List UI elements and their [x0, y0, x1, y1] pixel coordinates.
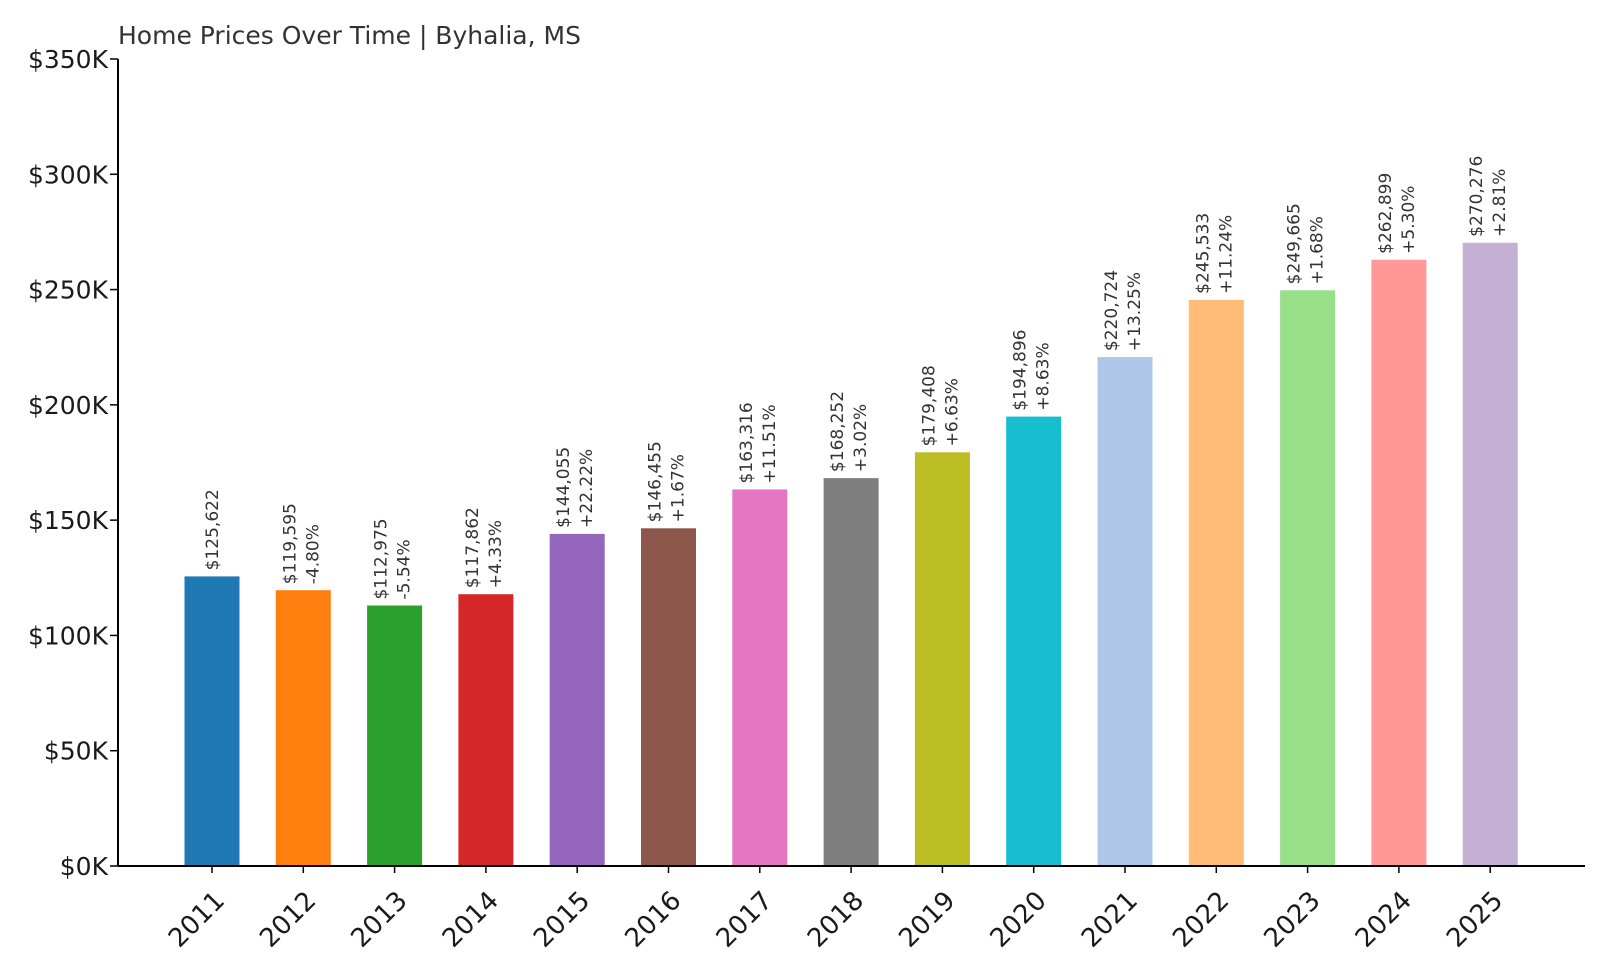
bar-2021 — [1097, 357, 1153, 866]
bar-2011 — [184, 576, 240, 866]
bar-2012 — [275, 590, 331, 866]
change-label-2021: +13.25% — [1125, 272, 1145, 351]
change-label-2023: +1.68% — [1308, 216, 1328, 284]
x-tick-label-2012: 2012 — [254, 886, 322, 954]
y-tick-label: $350K — [28, 45, 109, 74]
change-label-2017: +11.51% — [760, 404, 780, 483]
bars-group — [184, 242, 1518, 867]
bar-2020 — [1006, 416, 1062, 866]
y-tick-label: $250K — [28, 276, 109, 305]
value-label-2024: $262,899 — [1376, 173, 1396, 254]
bar-2017 — [732, 489, 788, 866]
bar-2015 — [549, 533, 605, 866]
bar-2023 — [1280, 290, 1336, 866]
x-tick-label-2022: 2022 — [1167, 886, 1235, 954]
change-label-2018: +3.02% — [851, 404, 871, 472]
value-label-2015: $144,055 — [554, 447, 574, 528]
value-label-2021: $220,724 — [1102, 270, 1122, 351]
y-tick-label: $0K — [60, 852, 109, 881]
data-labels-group: $125,622 $119,595 -4.80% $112,975 -5.54% $117… — [203, 156, 1510, 600]
x-tick-label-2016: 2016 — [619, 886, 687, 954]
value-label-2025: $270,276 — [1467, 156, 1487, 237]
change-label-2013: -5.54% — [395, 539, 415, 599]
value-label-2019: $179,408 — [919, 365, 939, 446]
bar-2013 — [367, 605, 423, 866]
y-tick-label: $50K — [44, 737, 109, 766]
change-label-2012: -4.80% — [303, 524, 323, 584]
x-tick-label-2013: 2013 — [346, 886, 414, 954]
bar-2018 — [823, 478, 879, 866]
value-label-2023: $249,665 — [1285, 203, 1305, 284]
x-tick-label-2017: 2017 — [711, 886, 779, 954]
y-tick-label: $150K — [28, 506, 109, 535]
value-label-2014: $117,862 — [463, 507, 483, 588]
change-label-2025: +2.81% — [1490, 169, 1510, 237]
x-tick-label-2024: 2024 — [1350, 886, 1418, 954]
value-label-2016: $146,455 — [646, 441, 666, 522]
value-label-2022: $245,533 — [1193, 213, 1213, 294]
y-tick-label: $200K — [28, 391, 109, 420]
value-label-2017: $163,316 — [737, 402, 757, 483]
bar-2016 — [641, 528, 696, 866]
x-tick-label-2018: 2018 — [802, 886, 870, 954]
x-tick-label-2023: 2023 — [1259, 886, 1327, 954]
x-tick-label-2015: 2015 — [528, 886, 596, 954]
value-label-2011: $125,622 — [203, 489, 223, 570]
bar-2019 — [914, 452, 970, 866]
x-tick-label-2014: 2014 — [437, 886, 505, 954]
change-label-2024: +5.30% — [1399, 186, 1419, 254]
change-label-2022: +11.24% — [1216, 215, 1236, 294]
x-tick-label-2019: 2019 — [893, 886, 961, 954]
value-label-2020: $194,896 — [1011, 330, 1031, 411]
change-label-2020: +8.63% — [1034, 342, 1054, 410]
change-label-2019: +6.63% — [942, 378, 962, 446]
bar-2014 — [458, 594, 514, 866]
value-label-2012: $119,595 — [280, 503, 300, 584]
value-label-2013: $112,975 — [372, 518, 392, 599]
change-label-2016: +1.67% — [669, 454, 689, 522]
x-tick-label-2011: 2011 — [163, 886, 231, 954]
change-label-2015: +22.22% — [577, 449, 597, 528]
value-label-2018: $168,252 — [828, 391, 848, 472]
x-tick-label-2025: 2025 — [1441, 886, 1509, 954]
y-tick-label: $300K — [28, 160, 109, 189]
x-tick-label-2021: 2021 — [1076, 886, 1144, 954]
change-label-2014: +4.33% — [486, 520, 506, 588]
x-axis: 2011 2012 2013 2014 2015 2016 2017 2018 2019 2020… — [118, 865, 1585, 954]
bar-2025 — [1462, 242, 1518, 867]
y-tick-label: $100K — [28, 621, 109, 650]
bar-2024 — [1371, 259, 1427, 866]
chart-title: Home Prices Over Time | Byhalia, MS — [118, 21, 581, 50]
bar-2022 — [1188, 299, 1244, 866]
x-tick-label-2020: 2020 — [985, 886, 1053, 954]
y-axis: $0K $50K $100K $150K $200K $250K $300K $350K — [28, 45, 119, 881]
